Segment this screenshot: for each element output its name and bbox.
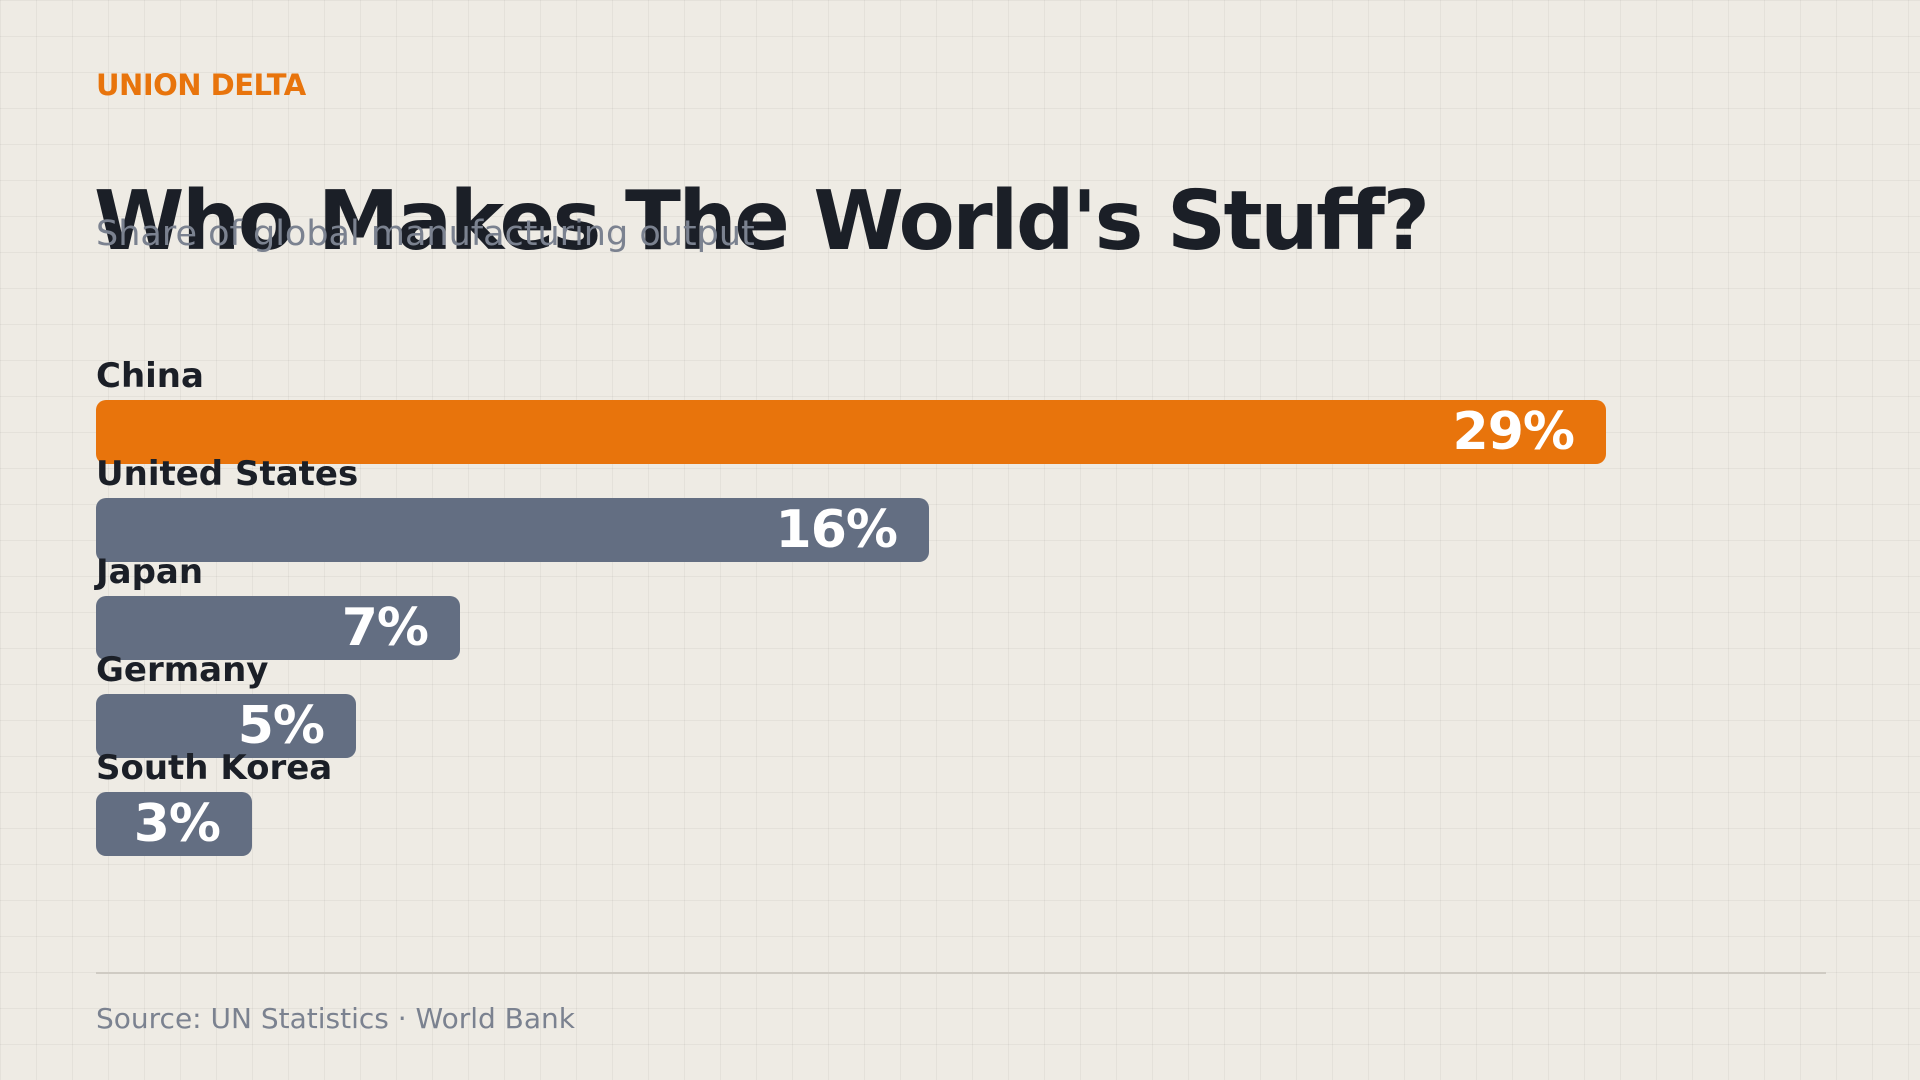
bar: 29% [96, 400, 1606, 464]
bar-row: 3% South Korea [96, 748, 1826, 856]
category-label: South Korea [96, 748, 333, 788]
bar-chart: 29% China 16% United States 7% Japan 5% Germany… [96, 356, 1826, 876]
bar: 5% [96, 694, 356, 758]
bar-value-label: 5% [237, 696, 325, 756]
bar-value-label: 7% [341, 598, 429, 658]
bar-row: 5% Germany [96, 650, 1826, 758]
bar: 16% [96, 498, 929, 562]
category-label: Japan [96, 552, 204, 592]
brand-label: UNION DELTA [96, 68, 306, 102]
footer-divider [96, 972, 1826, 974]
source-note: Source: UN Statistics · World Bank [96, 1002, 576, 1035]
bar: 3% [96, 792, 252, 856]
bar-value-label: 29% [1452, 402, 1575, 462]
bar-value-label: 3% [133, 794, 221, 854]
bar-row: 16% United States [96, 454, 1826, 562]
category-label: Germany [96, 650, 269, 690]
category-label: China [96, 356, 204, 396]
bar-row: 7% Japan [96, 552, 1826, 660]
page-title: Who Makes The World's Stuff? [94, 173, 1430, 269]
category-label: United States [96, 454, 359, 494]
bar-row: 29% China [96, 356, 1826, 464]
bar: 7% [96, 596, 460, 660]
chart-subtitle: Share of global manufacturing output [96, 214, 755, 254]
bar-value-label: 16% [775, 500, 898, 560]
